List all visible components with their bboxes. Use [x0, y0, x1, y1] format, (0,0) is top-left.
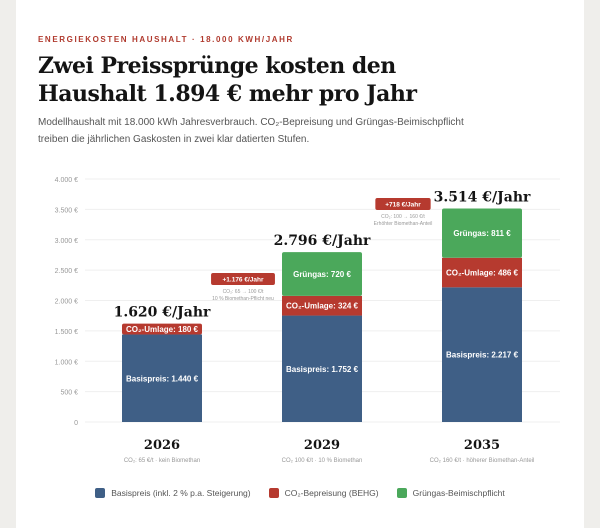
- total-label: 2.796 €/Jahr: [274, 233, 371, 249]
- legend-swatch: [396, 488, 407, 498]
- y-tick-label: 1.500 €: [55, 329, 78, 336]
- increase-badge-text: +1.176 €/Jahr: [222, 277, 263, 284]
- legend-item: Grüngas-Beimischpflicht: [396, 488, 505, 498]
- legend: Basispreis (inkl. 2 % p.a. Steigerung) CO…: [0, 488, 600, 498]
- bar-segment: [442, 287, 522, 422]
- y-tick-label: 4.000 €: [55, 177, 78, 184]
- annotation-note: CO₂: 65 → 100 €/t: [223, 289, 264, 295]
- bar-segment-label: CO₂-Umlage: 324 €: [286, 302, 359, 311]
- category-note: CO₂ 160 €/t · höherer Biomethan-Anteil: [430, 458, 535, 464]
- y-tick-label: 0: [74, 420, 78, 427]
- bar-segment: [442, 208, 522, 258]
- y-tick-label: 1.000 €: [55, 359, 78, 366]
- x-category-label: 2026: [144, 438, 180, 453]
- category-note: CO₂ 100 €/t · 10 % Biomethan: [282, 458, 363, 464]
- bar-segment-label: CO₂-Umlage: 180 €: [126, 325, 199, 334]
- y-tick-label: 2.500 €: [55, 268, 78, 275]
- bar-segment: [122, 323, 202, 335]
- total-label: 1.620 €/Jahr: [114, 305, 211, 321]
- bar-segment: [442, 257, 522, 288]
- increase-badge-text: +718 €/Jahr: [385, 202, 421, 209]
- bar-segment-label: Basispreis: 1.440 €: [126, 374, 199, 383]
- bar-segment: [282, 315, 362, 422]
- bar-segment-label: Grüngas: 811 €: [453, 229, 511, 238]
- total-label: 3.514 €/Jahr: [434, 190, 531, 206]
- legend-label: Grüngas-Beimischpflicht: [412, 488, 505, 498]
- annotation-note: Erhöhter Biomethan-Anteil: [374, 221, 433, 227]
- bar-segment: [282, 252, 362, 296]
- annotation-note: 10 % Biomethan-Pflicht neu: [212, 296, 274, 302]
- bar-segment-label: Grüngas: 720 €: [293, 270, 351, 279]
- bar-segment: [282, 295, 362, 316]
- legend-label: Basispreis (inkl. 2 % p.a. Steigerung): [111, 488, 251, 498]
- category-note: CO₂: 65 €/t · kein Biomethan: [124, 458, 200, 464]
- y-tick-label: 3.500 €: [55, 207, 78, 214]
- bar-segment-label: CO₂-Umlage: 486 €: [446, 269, 519, 278]
- chart-subtitle: Modellhaushalt mit 18.000 kWh Jahresverb…: [38, 117, 464, 145]
- y-tick-label: 3.000 €: [55, 238, 78, 245]
- y-tick-label: 500 €: [60, 390, 78, 397]
- bar-segment: [122, 334, 202, 422]
- increase-badge: [211, 273, 275, 285]
- legend-item: Basispreis (inkl. 2 % p.a. Steigerung): [95, 488, 251, 498]
- legend-label: CO₂-Bepreisung (BEHG): [284, 488, 379, 498]
- legend-item: CO₂-Bepreisung (BEHG): [268, 488, 379, 498]
- annotation-note: CO₂: 100 → 160 €/t: [381, 214, 425, 220]
- y-tick-label: 2.000 €: [55, 299, 78, 306]
- increase-badge: [375, 198, 431, 210]
- chart-title: Zwei Preissprünge kosten den Haushalt 1.…: [38, 53, 417, 107]
- bar-segment-label: Basispreis: 2.217 €: [446, 351, 519, 360]
- kicker: ENERGIEKOSTEN HAUSHALT · 18.000 KWH/JAHR: [38, 35, 294, 44]
- x-category-label: 2029: [304, 438, 340, 453]
- bar-segment-label: Basispreis: 1.752 €: [286, 365, 359, 374]
- x-category-label: 2035: [464, 438, 500, 453]
- legend-swatch: [95, 488, 106, 498]
- legend-swatch: [268, 488, 279, 498]
